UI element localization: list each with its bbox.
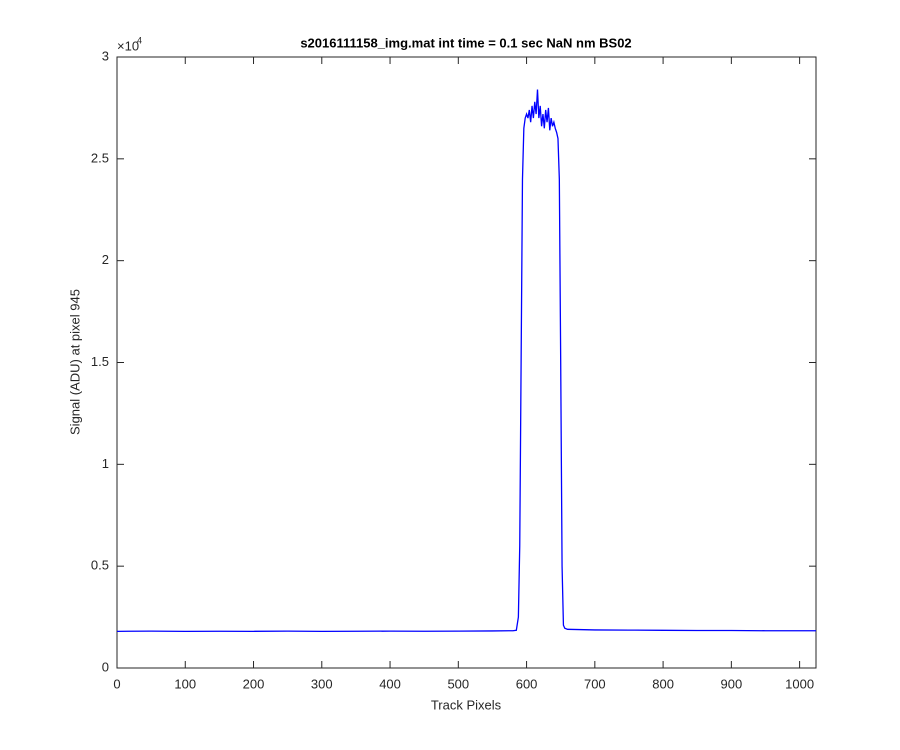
y-tick-label: 2 <box>102 252 109 267</box>
plot-frame <box>116 56 817 669</box>
chart-title: s2016111158_img.mat int time = 0.1 sec N… <box>300 35 631 50</box>
x-tick-label: 400 <box>379 676 401 691</box>
y-tick-label: 3 <box>102 48 109 63</box>
y-multiplier-exponent: 4 <box>137 35 142 45</box>
y-tick-label: 1.5 <box>91 354 109 369</box>
data-line <box>116 89 816 632</box>
y-multiplier: ×10 <box>117 38 139 53</box>
x-tick-label: 500 <box>447 676 469 691</box>
x-tick-label: 200 <box>243 676 265 691</box>
y-tick-label: 2.5 <box>91 150 109 165</box>
x-tick-label: 800 <box>652 676 674 691</box>
x-tick-label: 1000 <box>785 676 814 691</box>
x-tick-label: 900 <box>721 676 743 691</box>
x-tick-label: 600 <box>516 676 538 691</box>
x-tick-label: 0 <box>113 676 120 691</box>
y-tick-label: 0 <box>102 659 109 674</box>
y-axis-label: Signal (ADU) at pixel 945 <box>67 289 82 435</box>
y-tick-label: 1 <box>102 456 109 471</box>
x-tick-label: 700 <box>584 676 606 691</box>
y-tick-label: 0.5 <box>91 558 109 573</box>
x-tick-label: 300 <box>311 676 333 691</box>
x-tick-label: 100 <box>174 676 196 691</box>
x-axis-label: Track Pixels <box>431 697 502 712</box>
